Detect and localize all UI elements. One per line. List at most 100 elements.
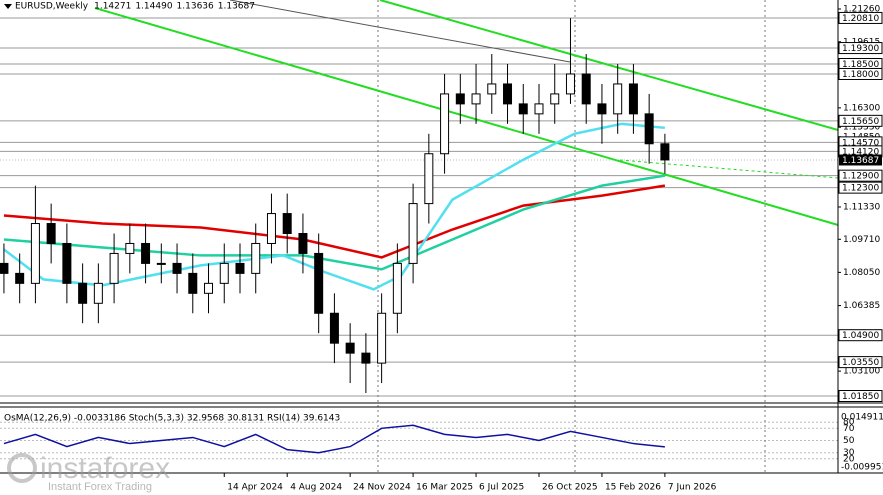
candle-body [109, 252, 119, 284]
candle-body [424, 153, 434, 205]
candle-body [644, 113, 654, 145]
y-tick-label: 1.09710 [843, 235, 880, 245]
level-label: 1.04900 [842, 331, 879, 341]
indicator-tick-label: 30 [843, 448, 855, 458]
y-tick-label: 1.06385 [843, 301, 880, 311]
level-label: 1.18500 [842, 60, 879, 70]
indicator-axis-top: 0.014911 [841, 413, 883, 423]
ohlc-value: 1.13636 [177, 2, 214, 12]
watermark-tagline: Instant Forex Trading [48, 481, 152, 493]
candle-body [518, 103, 528, 115]
rsi-line [3, 424, 665, 454]
x-tick-label: 6 Jul 2025 [479, 483, 524, 493]
candle-body [46, 223, 56, 244]
candle-body [408, 203, 418, 264]
level-label: 1.18000 [842, 70, 879, 80]
candle-body [93, 282, 103, 304]
candle-body [235, 262, 245, 274]
ohlc-value: 1.13687 [218, 2, 255, 12]
level-label: 1.01850 [842, 392, 879, 402]
x-tick-label: 4 Aug 2024 [290, 483, 342, 493]
candle-body [581, 73, 591, 105]
level-box [838, 181, 883, 194]
level-box [838, 11, 883, 24]
moving-average [3, 184, 666, 259]
level-label: 1.14120 [842, 147, 879, 157]
x-tick-label: 14 Apr 2024 [227, 483, 283, 493]
candle-body [377, 312, 387, 364]
y-tick-label: 1.08050 [843, 268, 880, 278]
level-label: 1.03550 [842, 358, 879, 368]
candle-body [219, 262, 229, 284]
candle-body [550, 93, 560, 105]
grid-layer [0, 17, 838, 460]
candle-body [266, 213, 276, 244]
candle-body [251, 242, 261, 274]
candle-body [361, 352, 371, 364]
x-tick-label: 24 Nov 2024 [353, 483, 411, 493]
level-box [838, 42, 883, 55]
level-box [838, 114, 883, 127]
y-tick-label: 1.15330 [843, 123, 880, 133]
level-box [838, 67, 883, 80]
candle-body [329, 312, 339, 344]
candle-body [440, 93, 450, 155]
candle-body [78, 282, 88, 304]
candle-body [125, 242, 135, 254]
candle-body [660, 143, 670, 161]
watermark-logo [7, 453, 37, 483]
level-label: 1.12900 [842, 172, 879, 182]
candle-body [345, 342, 355, 354]
trendline [229, 0, 571, 63]
trendline [379, 0, 839, 131]
candle-body [392, 262, 402, 314]
level-label: 1.14570 [842, 138, 879, 148]
level-label: 1.12300 [842, 184, 879, 194]
indicator-tick-label: 20 [843, 454, 855, 464]
candle-body [503, 83, 513, 105]
ohlc-value: 1.14490 [135, 2, 172, 12]
candle-body [471, 93, 481, 105]
candle-body [172, 262, 182, 274]
level-box [838, 169, 883, 182]
candle-body [0, 262, 9, 274]
level-box [838, 356, 883, 369]
candle-body [534, 103, 544, 115]
candle-body [628, 83, 638, 115]
indicator-axis-bottom: -0.009951 [841, 463, 883, 473]
candle-body [455, 93, 465, 105]
marks-layer [0, 18, 670, 454]
menu-arrow[interactable] [4, 4, 12, 9]
moving-average [3, 174, 666, 271]
axis-layer: 1.212601.196151.163001.153301.148501.113… [223, 4, 883, 493]
indicator-tick-label: 80 [843, 418, 855, 428]
candle-body [298, 232, 308, 254]
symbol: EURUSD,Weekly [15, 2, 89, 12]
level-box [838, 390, 883, 403]
x-tick-label: 15 Feb 2026 [605, 483, 661, 493]
y-tick-label: 1.21260 [843, 4, 880, 14]
x-tick-label: 26 Oct 2025 [542, 483, 598, 493]
candle-body [62, 242, 72, 284]
candle-body [15, 272, 25, 284]
level-label: 1.19300 [842, 44, 879, 54]
last-price-box [839, 154, 882, 166]
x-tick-label: 7 Jun 2026 [668, 483, 717, 493]
indicator-tick-label: 50 [843, 436, 855, 446]
watermark-brand: instaforex [40, 452, 170, 485]
y-tick-label: 1.11330 [843, 202, 880, 212]
level-box [838, 329, 883, 342]
y-tick-label: 1.16300 [843, 103, 880, 113]
candle-body [204, 282, 214, 294]
ohlc-value: 1.14271 [94, 2, 131, 12]
candle-body [188, 272, 198, 294]
indicator-tick-label: 70 [843, 424, 855, 434]
candle-body [565, 73, 575, 95]
candle-body [314, 252, 324, 314]
candle-body [30, 223, 40, 284]
x-tick-label: 16 Mar 2025 [416, 483, 473, 493]
level-label: 1.15650 [842, 117, 879, 127]
y-tick-label: 1.03100 [843, 367, 880, 377]
level-label: 1.20810 [842, 14, 879, 24]
